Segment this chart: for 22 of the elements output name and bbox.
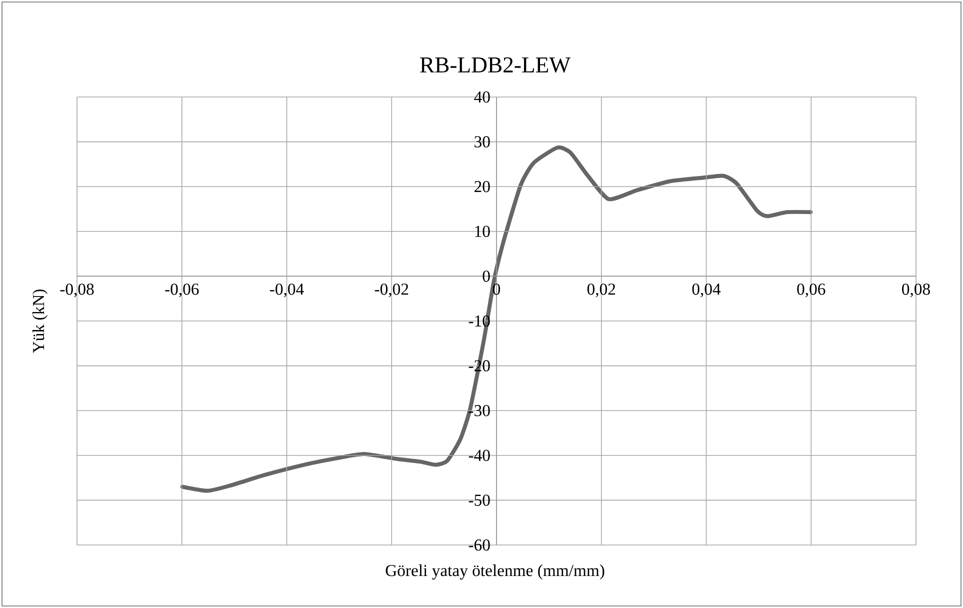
x-tick-label: 0,08 xyxy=(902,284,930,298)
x-tick-label: 0,06 xyxy=(797,284,826,298)
chart-title: RB-LDB2-LEW xyxy=(420,57,571,73)
y-tick-label: 30 xyxy=(474,136,490,148)
y-tick-label: -30 xyxy=(468,404,490,416)
y-tick-label: 40 xyxy=(474,91,490,103)
y-tick-label: -40 xyxy=(468,450,490,462)
y-tick-label: -10 xyxy=(468,315,490,327)
x-axis-title: Göreli yatay ötelenme (mm/mm) xyxy=(386,564,604,580)
x-tick-label: 0,02 xyxy=(587,284,616,298)
x-tick-label: -0,06 xyxy=(165,284,199,298)
y-tick-label: -60 xyxy=(468,539,490,551)
y-tick-label: 0 xyxy=(482,270,490,282)
x-tick-label: -0,08 xyxy=(60,284,94,298)
y-tick-label: 10 xyxy=(475,226,490,238)
y-tick-label: 20 xyxy=(474,180,490,192)
x-tick-label: 0,04 xyxy=(692,284,721,298)
x-tick-label: -0,04 xyxy=(270,284,304,298)
y-tick-label: -50 xyxy=(468,494,490,506)
x-tick-label: -0,02 xyxy=(374,284,408,298)
y-tick-label: -20 xyxy=(468,360,490,372)
y-axis-title: Yük (kN) xyxy=(32,290,48,353)
